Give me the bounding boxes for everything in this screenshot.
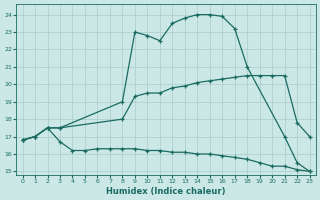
X-axis label: Humidex (Indice chaleur): Humidex (Indice chaleur) — [106, 187, 226, 196]
